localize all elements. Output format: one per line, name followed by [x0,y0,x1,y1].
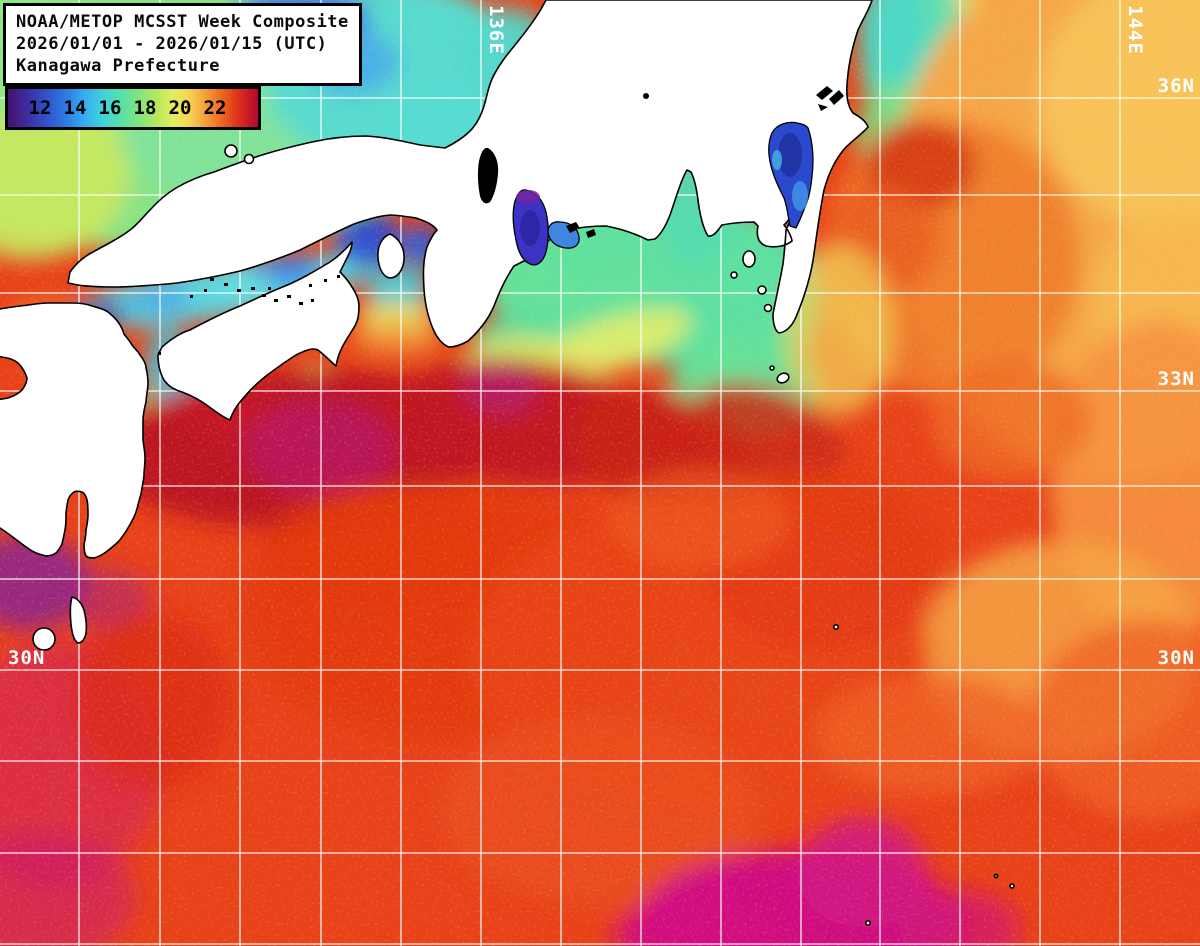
title-line-region: Kanagawa Prefecture [16,56,220,76]
lake-biwa [477,147,499,204]
scale-tick-16: 16 [98,97,122,119]
lake-suwa [643,93,649,99]
islet [993,873,999,879]
title-box: NOAA/METOP MCSST Week Composite 2026/01/… [3,3,362,86]
islet [1009,883,1015,889]
island-oshima [742,250,756,268]
island-izu [769,365,775,371]
land-kyushu [0,302,149,559]
temperature-color-scale: 12 14 16 18 20 22 [5,86,261,130]
island-yakushima [32,627,56,651]
island-hachijo [776,372,790,384]
island-oki [243,153,255,165]
title-line-daterange: 2026/01/01 - 2026/01/15 (UTC) [16,34,328,54]
scale-tick-18: 18 [133,97,157,119]
cold-bays [512,121,814,266]
island-izu [763,303,773,313]
title-line-product: NOAA/METOP MCSST Week Composite [16,12,349,32]
scale-tick-20: 20 [168,97,192,119]
island-izu [757,285,767,295]
scale-tick-22: 22 [203,97,227,119]
nagoya-marks [586,229,596,238]
island-tanegashima [69,596,88,644]
island-awaji [377,233,405,279]
island-izu [730,271,738,279]
seto-islets [158,275,340,355]
scale-tick-12: 12 [28,97,52,119]
scale-tick-14: 14 [63,97,87,119]
lake-kasumigaura [829,90,844,105]
island-oki [224,144,238,158]
lake-kasumigaura [816,86,833,100]
islet [864,919,871,926]
nagoya-marks [566,222,580,233]
islet [832,623,839,630]
land-shikoku [157,241,360,421]
lakes [158,86,844,355]
land-masses [0,0,1015,926]
lake-kasumigaura [818,104,828,111]
